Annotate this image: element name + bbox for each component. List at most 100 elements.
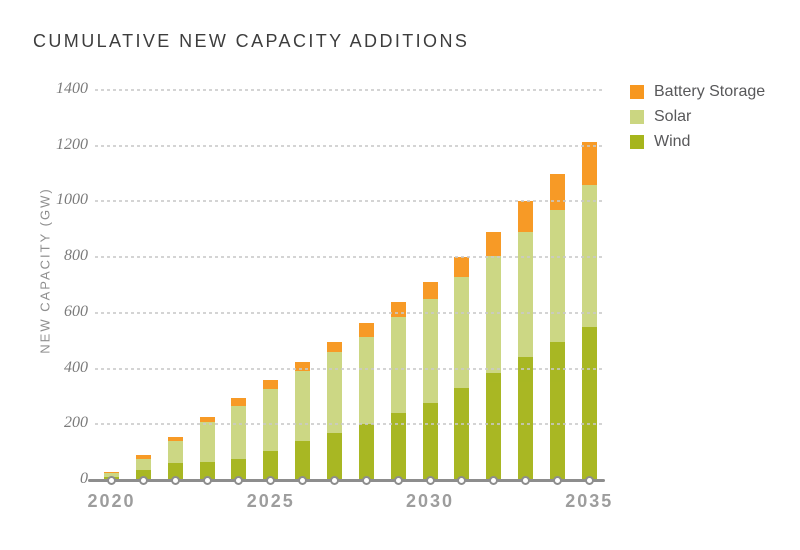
bar-segment-solar bbox=[390, 317, 406, 414]
axis-marker-2024 bbox=[234, 475, 244, 485]
bar-segment-solar bbox=[581, 184, 597, 327]
legend-item-solar: Solar bbox=[630, 108, 765, 126]
axis-marker-2031 bbox=[457, 475, 467, 485]
bar-segment-solar bbox=[231, 406, 247, 460]
bar-segment-wind bbox=[199, 461, 215, 480]
axis-marker-2025 bbox=[266, 475, 276, 485]
bar-segment-solar bbox=[422, 298, 438, 404]
bar-segment-wind bbox=[358, 424, 374, 480]
y-tick-label-600: 600 bbox=[64, 302, 88, 320]
bar-segment-solar bbox=[454, 276, 470, 389]
bar-segment-battery-storage bbox=[295, 361, 311, 372]
bar-segment-battery-storage bbox=[390, 301, 406, 318]
x-tick-label-2030: 2030 bbox=[405, 491, 455, 511]
bar-segment-solar bbox=[326, 351, 342, 433]
bar-2032 bbox=[486, 232, 502, 480]
bar-segment-wind bbox=[295, 441, 311, 480]
bar-segment-wind bbox=[390, 413, 406, 480]
bar-segment-wind bbox=[486, 372, 502, 480]
y-tick-label-1400: 1400 bbox=[56, 80, 88, 97]
axis-marker-2027 bbox=[329, 475, 339, 485]
x-tick-label-2025: 2025 bbox=[246, 491, 295, 511]
bar-2035 bbox=[581, 141, 597, 480]
bar-segment-solar bbox=[104, 473, 119, 478]
bar-segment-solar bbox=[486, 255, 502, 373]
bar-segment-wind bbox=[263, 450, 279, 480]
legend-swatch-icon bbox=[630, 85, 644, 99]
bar-segment-wind bbox=[422, 403, 438, 480]
y-tick-label-200: 200 bbox=[64, 414, 88, 432]
axis-marker-2030 bbox=[425, 475, 435, 485]
bar-segment-wind bbox=[167, 463, 183, 480]
bar-2034 bbox=[549, 173, 565, 480]
bar-segment-battery-storage bbox=[486, 232, 502, 256]
bar-segment-battery-storage bbox=[518, 201, 534, 233]
bar-2024 bbox=[231, 397, 247, 480]
bar-segment-battery-storage bbox=[549, 173, 565, 210]
x-tick-label-2020: 2020 bbox=[87, 491, 136, 511]
y-tick-label-400: 400 bbox=[64, 358, 88, 376]
bar-segment-wind bbox=[454, 388, 470, 480]
bar-segment-solar bbox=[199, 421, 215, 462]
axis-marker-2029 bbox=[393, 475, 403, 485]
legend-item-wind: Wind bbox=[630, 133, 765, 151]
bar-2027 bbox=[326, 342, 342, 480]
legend-label: Solar bbox=[654, 108, 692, 125]
bar-2031 bbox=[454, 257, 470, 480]
axis-marker-2028 bbox=[361, 475, 371, 485]
axis-marker-2033 bbox=[521, 475, 531, 485]
chart-title: CUMULATIVE NEW CAPACITY ADDITIONS bbox=[33, 31, 470, 51]
axis-marker-2035 bbox=[584, 475, 594, 485]
bar-segment-battery-storage bbox=[358, 322, 374, 337]
bar-2028 bbox=[358, 322, 374, 480]
y-tick-label-800: 800 bbox=[64, 247, 88, 265]
bar-segment-solar bbox=[167, 441, 183, 464]
bar-segment-solar bbox=[549, 209, 565, 343]
bar-2021 bbox=[135, 454, 151, 480]
bar-segment-solar bbox=[518, 232, 534, 358]
legend-label: Battery Storage bbox=[654, 83, 766, 100]
bar-segment-wind bbox=[549, 342, 565, 480]
bar-2030 bbox=[422, 282, 438, 480]
y-tick-label-1200: 1200 bbox=[56, 135, 88, 153]
bar-segment-battery-storage bbox=[231, 397, 247, 407]
bar-segment-battery-storage bbox=[263, 379, 279, 390]
bar-2025 bbox=[263, 379, 279, 480]
bar-2026 bbox=[295, 361, 311, 480]
bar-segment-battery-storage bbox=[135, 454, 151, 460]
legend-swatch-icon bbox=[630, 110, 644, 124]
legend-swatch-icon bbox=[630, 135, 644, 149]
bar-segment-battery-storage bbox=[167, 436, 183, 442]
bar-segment-battery-storage bbox=[326, 342, 342, 352]
bar-segment-solar bbox=[135, 459, 151, 471]
legend: Battery Storage Solar Wind bbox=[630, 83, 765, 158]
bar-segment-battery-storage bbox=[199, 417, 215, 422]
y-tick-label-1000: 1000 bbox=[56, 191, 88, 209]
axis-marker-2026 bbox=[298, 475, 308, 485]
bar-segment-battery-storage bbox=[581, 141, 597, 185]
bar-2023 bbox=[199, 417, 215, 480]
gridline-y1400 bbox=[95, 89, 605, 91]
legend-label: Wind bbox=[654, 133, 691, 150]
x-axis-line bbox=[88, 478, 605, 482]
axis-marker-2020 bbox=[107, 475, 116, 485]
gridline-y1200 bbox=[95, 144, 605, 147]
bar-segment-solar bbox=[358, 336, 374, 425]
bar-segment-solar bbox=[263, 389, 279, 451]
bar-2033 bbox=[518, 201, 534, 480]
bar-2022 bbox=[167, 436, 183, 480]
bar-segment-wind bbox=[581, 326, 597, 480]
axis-marker-2022 bbox=[170, 475, 180, 485]
bar-segment-battery-storage bbox=[454, 257, 470, 277]
bar-segment-wind bbox=[326, 432, 342, 480]
bar-segment-solar bbox=[295, 371, 311, 441]
legend-item-battery-storage: Battery Storage bbox=[630, 83, 765, 101]
axis-marker-2034 bbox=[552, 475, 562, 485]
bar-segment-battery-storage bbox=[422, 282, 438, 299]
bar-segment-battery-storage bbox=[104, 471, 119, 474]
bar-segment-wind bbox=[231, 459, 247, 480]
axis-marker-2021 bbox=[138, 475, 148, 485]
axis-marker-2023 bbox=[202, 475, 212, 485]
bar-segment-wind bbox=[518, 357, 534, 480]
